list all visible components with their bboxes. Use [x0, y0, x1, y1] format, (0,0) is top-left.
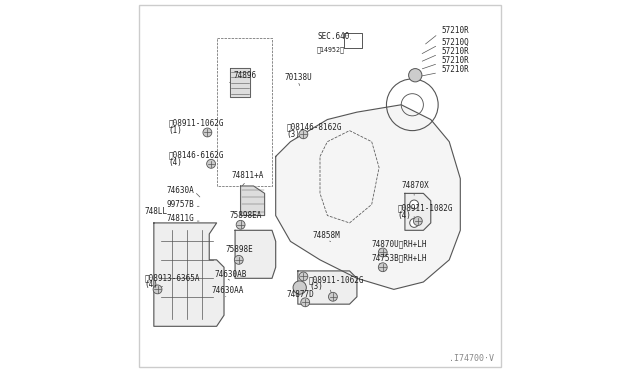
Circle shape: [301, 298, 310, 307]
Text: 74630AA: 74630AA: [211, 286, 243, 295]
Text: (4): (4): [145, 280, 159, 289]
Text: 57210Q: 57210Q: [442, 38, 470, 46]
Circle shape: [299, 272, 308, 281]
Text: 〈14952〉: 〈14952〉: [317, 46, 345, 53]
Text: 74811G: 74811G: [167, 214, 195, 222]
Text: 74858M: 74858M: [312, 231, 340, 240]
Text: 74877D: 74877D: [287, 290, 314, 299]
Circle shape: [410, 200, 419, 209]
Text: ⒲08146-6162G: ⒲08146-6162G: [168, 150, 224, 159]
Text: ⓝ08911-1062G: ⓝ08911-1062G: [168, 119, 224, 128]
Text: 70138U: 70138U: [285, 73, 313, 81]
Polygon shape: [235, 230, 276, 278]
Text: (3): (3): [309, 282, 323, 291]
Circle shape: [378, 263, 387, 272]
Text: ⓝ08911-1062G: ⓝ08911-1062G: [309, 276, 364, 285]
Text: (4): (4): [397, 211, 412, 220]
Text: 74870X: 74870X: [401, 182, 429, 190]
Text: (4): (4): [168, 157, 182, 167]
Polygon shape: [230, 68, 250, 97]
Circle shape: [234, 256, 243, 264]
Circle shape: [413, 217, 422, 225]
Circle shape: [299, 130, 308, 139]
Circle shape: [293, 281, 307, 294]
Circle shape: [153, 285, 162, 294]
Circle shape: [236, 220, 245, 229]
Text: 75898EA: 75898EA: [230, 211, 262, 220]
Text: ⒲08146-8162G: ⒲08146-8162G: [287, 122, 342, 131]
Text: 57210R: 57210R: [442, 47, 470, 56]
Text: ⓝ08913-6365A: ⓝ08913-6365A: [145, 274, 200, 283]
Text: 74630A: 74630A: [167, 186, 195, 195]
Text: .I74700·V: .I74700·V: [449, 354, 493, 363]
Circle shape: [207, 160, 216, 168]
Circle shape: [203, 128, 212, 137]
Text: 57210R: 57210R: [442, 26, 470, 35]
Text: 74896: 74896: [233, 71, 257, 80]
Polygon shape: [298, 271, 357, 304]
Text: 74630AB: 74630AB: [215, 270, 247, 279]
Circle shape: [378, 248, 387, 257]
Circle shape: [408, 68, 422, 82]
Text: (1): (1): [168, 126, 182, 135]
Circle shape: [328, 292, 337, 301]
Text: 74753B・RH+LH: 74753B・RH+LH: [372, 253, 427, 263]
Circle shape: [410, 218, 419, 227]
Text: 57210R: 57210R: [442, 65, 470, 74]
Polygon shape: [276, 105, 460, 289]
Text: 74811+A: 74811+A: [232, 171, 264, 180]
Text: 99757B: 99757B: [167, 200, 195, 209]
Text: 57210R: 57210R: [442, 56, 470, 65]
Text: (3): (3): [287, 130, 301, 139]
Polygon shape: [405, 193, 431, 230]
Text: 75898E: 75898E: [226, 245, 253, 254]
Text: SEC.640: SEC.640: [317, 32, 349, 41]
Text: ⓝ08911-1082G: ⓝ08911-1082G: [397, 203, 453, 213]
Text: 748LL: 748LL: [145, 206, 168, 216]
Polygon shape: [241, 186, 264, 215]
Polygon shape: [154, 223, 224, 326]
Text: 74870U・RH+LH: 74870U・RH+LH: [372, 240, 427, 249]
